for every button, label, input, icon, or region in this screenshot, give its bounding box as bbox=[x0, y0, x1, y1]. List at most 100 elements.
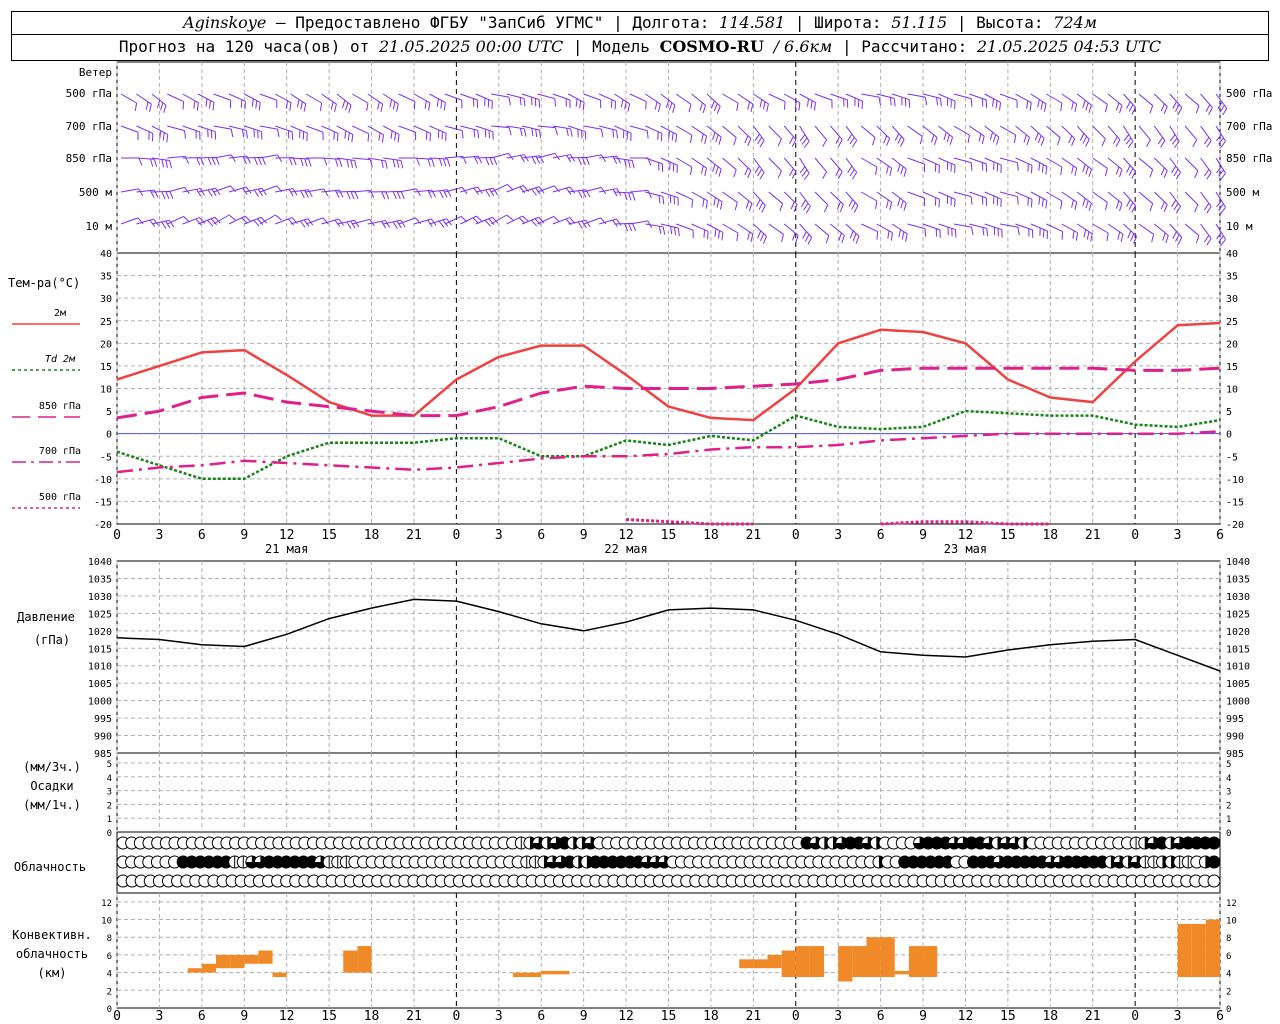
wind-barb-feather bbox=[900, 166, 904, 175]
wind-barb bbox=[706, 125, 722, 145]
wind-barb-feather bbox=[1216, 166, 1222, 174]
wind-barb-feather bbox=[849, 136, 855, 145]
wind-barb bbox=[429, 93, 446, 111]
wind-barb-feather bbox=[575, 98, 578, 107]
wind-barb-shaft bbox=[830, 223, 845, 236]
wind-barb bbox=[768, 125, 782, 147]
wind-barb bbox=[1076, 223, 1093, 242]
wind-barb-feather bbox=[439, 190, 444, 199]
wind-barb bbox=[1061, 125, 1076, 147]
wind-barb-shaft bbox=[629, 189, 648, 193]
pressure-tick-left: 1010 bbox=[88, 662, 112, 673]
pressure-tick-right: 1035 bbox=[1226, 574, 1250, 585]
wind-barb bbox=[1169, 93, 1183, 115]
wind-barb-shaft bbox=[167, 93, 184, 103]
wind-barb bbox=[1184, 191, 1199, 213]
wind-barb-shaft bbox=[228, 155, 247, 159]
wind-barb-shaft bbox=[599, 188, 617, 193]
wind-barb-feather bbox=[184, 187, 190, 195]
wind-barb bbox=[537, 125, 558, 136]
wind-barb-shaft bbox=[444, 186, 463, 193]
wind-barb-feather bbox=[783, 101, 786, 110]
wind-barb-feather bbox=[1149, 169, 1154, 178]
wind-barb-feather bbox=[338, 159, 343, 168]
wind-barb-shaft bbox=[290, 157, 309, 160]
wind-barb-feather bbox=[900, 200, 904, 209]
wind-barb-shaft bbox=[1138, 157, 1153, 170]
wind-barb-feather bbox=[303, 103, 307, 112]
temp-tick-left: 25 bbox=[100, 317, 112, 328]
wind-barb bbox=[691, 93, 707, 114]
wind-barb bbox=[830, 125, 843, 147]
wind-barb bbox=[922, 125, 938, 146]
wind-barb-feather bbox=[241, 217, 248, 224]
wind-barb-shaft bbox=[752, 191, 766, 206]
wind-barb-feather bbox=[385, 160, 388, 169]
wind-barb bbox=[675, 93, 692, 113]
wind-barb-feather bbox=[600, 154, 606, 163]
precip-axis-label: Осадки bbox=[30, 779, 73, 793]
wind-barb-feather bbox=[838, 171, 843, 179]
wind-barb-feather bbox=[1163, 170, 1168, 179]
wind-barb-feather bbox=[705, 200, 708, 209]
wind-barb bbox=[891, 191, 907, 211]
wind-barb-shaft bbox=[491, 93, 509, 98]
wind-barb-feather bbox=[369, 219, 375, 227]
wind-barb-feather bbox=[690, 134, 693, 143]
wind-barb-feather bbox=[159, 130, 162, 139]
wind-barb bbox=[907, 157, 926, 173]
wind-barb-shaft bbox=[660, 125, 677, 135]
wind-barb bbox=[660, 157, 678, 174]
wind-barb-shaft bbox=[1153, 125, 1166, 141]
wind-barb bbox=[753, 93, 769, 112]
x-tick-label-bottom: 3 bbox=[156, 1009, 164, 1024]
wind-barb bbox=[752, 223, 767, 244]
wind-barb bbox=[167, 93, 185, 110]
wind-barb-shaft bbox=[136, 157, 155, 160]
wind-barb-feather bbox=[712, 164, 716, 172]
wind-barb-feather bbox=[1218, 203, 1224, 211]
wind-barb-shaft bbox=[876, 93, 895, 99]
wind-barb bbox=[938, 191, 956, 208]
wind-barb-feather bbox=[1074, 201, 1078, 210]
wind-barb-feather bbox=[1195, 235, 1200, 244]
wind-barb-feather bbox=[1041, 164, 1044, 173]
wind-barb-feather bbox=[760, 233, 765, 242]
x-tick-label-bottom: 15 bbox=[1000, 1009, 1016, 1024]
wind-barb bbox=[876, 191, 893, 210]
wind-barb-feather bbox=[1177, 237, 1183, 245]
wind-barb bbox=[722, 223, 739, 241]
wind-barb-feather bbox=[166, 134, 169, 143]
wind-barb bbox=[460, 155, 483, 164]
wind-barb bbox=[645, 93, 661, 112]
wind-barb-shaft bbox=[429, 125, 447, 134]
wind-barb-feather bbox=[296, 99, 300, 108]
wind-barb-feather bbox=[1082, 198, 1086, 206]
wind-barb-feather bbox=[335, 158, 339, 167]
wind-barb bbox=[1215, 223, 1226, 246]
wind-barb-feather bbox=[1157, 137, 1163, 145]
convective-bar bbox=[1205, 919, 1220, 978]
wind-barb bbox=[491, 152, 514, 161]
wind-barb bbox=[274, 93, 292, 111]
wind-barb-feather bbox=[1119, 105, 1123, 114]
wind-barb-feather bbox=[348, 104, 352, 113]
wind-barb bbox=[568, 219, 591, 229]
wind-barb-feather bbox=[351, 134, 354, 143]
wind-barb-shaft bbox=[568, 156, 587, 159]
wind-barb-shaft bbox=[1107, 223, 1124, 235]
wind-barb-shaft bbox=[228, 186, 247, 193]
temp-tick-left: 10 bbox=[100, 385, 112, 396]
wind-barb-feather bbox=[381, 191, 386, 200]
convective-bar bbox=[230, 954, 245, 969]
wind-barb-feather bbox=[160, 102, 164, 111]
pressure-tick-left: 1020 bbox=[88, 627, 112, 638]
wind-barb-shaft bbox=[352, 125, 369, 135]
wind-barb-shaft bbox=[1200, 191, 1212, 207]
wind-barb-feather bbox=[1101, 138, 1106, 147]
wind-barb-shaft bbox=[151, 219, 170, 225]
wind-barb-shaft bbox=[197, 125, 216, 133]
wind-barb-shaft bbox=[321, 157, 340, 160]
wind-barb bbox=[1092, 223, 1109, 241]
wind-barb bbox=[599, 155, 622, 164]
